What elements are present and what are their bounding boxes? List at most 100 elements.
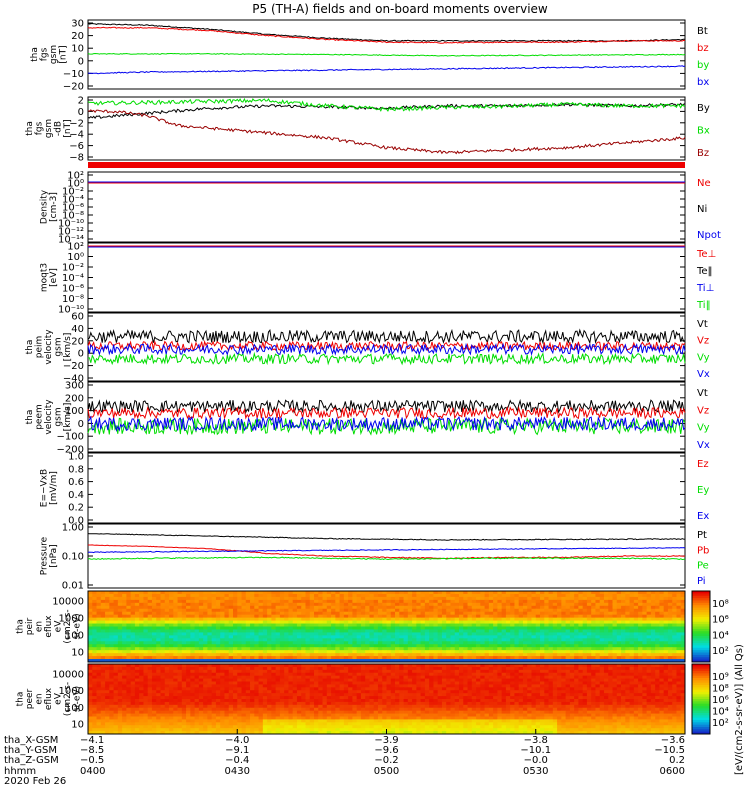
heatmap-cell: [105, 626, 110, 630]
heatmap-cell: [424, 614, 430, 619]
heatmap-cell: [173, 666, 178, 671]
heatmap-cell: [147, 629, 153, 633]
heatmap-cell: [488, 647, 494, 651]
heatmap-cell: [450, 608, 456, 613]
heatmap-cell: [314, 641, 319, 645]
heatmap-cell: [527, 602, 532, 607]
heatmap-cell: [250, 632, 255, 636]
heatmap-cell: [173, 626, 178, 630]
heatmap-cell: [241, 669, 247, 674]
heatmap-cell: [540, 620, 545, 624]
heatmap-cell: [510, 620, 515, 624]
heatmap-cell: [633, 599, 639, 604]
heatmap-cell: [616, 591, 622, 595]
heatmap-cell: [288, 638, 294, 642]
heatmap-cell: [198, 653, 204, 657]
heatmap-cell: [360, 620, 366, 624]
heatmap-cell: [446, 608, 451, 613]
heatmap-cell: [139, 641, 144, 645]
heatmap-cell: [284, 632, 289, 636]
heatmap-cell: [377, 635, 383, 639]
heatmap-cell: [527, 629, 532, 633]
heatmap-cell: [616, 623, 622, 627]
heatmap-cell: [130, 623, 136, 627]
heatmap-cell: [177, 614, 183, 619]
series-Vt: [87, 398, 686, 414]
heatmap-cell: [433, 666, 439, 671]
heatmap-cell: [437, 664, 443, 668]
heatmap-cell: [488, 623, 494, 627]
heatmap-cell: [608, 626, 613, 630]
heatmap-cell: [331, 644, 336, 648]
heatmap-cell: [429, 656, 434, 660]
heatmap-cell: [134, 644, 140, 648]
heatmap-cell: [156, 608, 161, 613]
heatmap-cell: [232, 617, 238, 621]
heatmap-cell: [454, 602, 460, 607]
heatmap-cell: [301, 632, 306, 636]
heatmap-cell: [420, 644, 426, 648]
heatmap-cell: [117, 611, 123, 616]
heatmap-cell: [403, 602, 409, 607]
heatmap-cell: [288, 647, 294, 651]
heatmap-cell: [544, 650, 549, 654]
heatmap-cell: [241, 653, 247, 657]
heatmap-cell: [540, 659, 545, 663]
heatmap-cell: [446, 641, 451, 645]
heatmap-cell: [608, 605, 613, 610]
heatmap-cell: [267, 678, 272, 682]
heatmap-cell: [390, 650, 396, 654]
heatmap-cell: [437, 611, 443, 616]
heatmap-cell: [113, 605, 119, 610]
heatmap-cell: [484, 687, 490, 691]
heatmap-cell: [642, 678, 648, 682]
heatmap-cell: [373, 675, 379, 679]
heatmap-cell: [284, 659, 289, 663]
heatmap-cell: [437, 669, 443, 674]
heatmap-cell: [377, 611, 383, 616]
heatmap-cell: [548, 611, 554, 616]
heatmap-cell: [471, 672, 477, 677]
heatmap-cell: [429, 659, 434, 663]
heatmap-cell: [139, 653, 144, 657]
heatmap-cell: [544, 681, 549, 685]
heatmap-cell: [207, 687, 213, 691]
heatmap-cell: [215, 614, 221, 619]
heatmap-cell: [228, 690, 234, 694]
heatmap-cell: [105, 623, 110, 627]
heatmap-cell: [484, 675, 490, 679]
heatmap-cell: [655, 687, 660, 691]
heatmap-cell: [267, 684, 272, 688]
heatmap-cell: [254, 620, 259, 624]
heatmap-cell: [348, 666, 353, 671]
heatmap-cell: [638, 626, 643, 630]
heatmap-cell: [621, 611, 626, 616]
heatmap-cell: [92, 647, 97, 651]
heatmap-cell: [633, 620, 639, 624]
heatmap-cell: [578, 669, 584, 674]
heatmap-cell: [339, 608, 345, 613]
heatmap-cell: [629, 632, 635, 636]
heatmap-cell: [416, 644, 422, 648]
heatmap-cell: [241, 672, 247, 677]
heatmap-cell: [373, 681, 379, 685]
heatmap-cell: [309, 635, 315, 639]
heatmap-cell: [582, 632, 588, 636]
heatmap-cell: [599, 664, 605, 668]
heatmap-cell: [271, 644, 277, 648]
heatmap-cell: [535, 687, 541, 691]
heatmap-cell: [258, 650, 264, 654]
heatmap-cell: [271, 656, 277, 660]
heatmap-cell: [241, 626, 247, 630]
heatmap-cell: [343, 629, 349, 633]
heatmap-cell: [207, 599, 213, 604]
heatmap-cell: [518, 611, 524, 616]
heatmap-cell: [198, 678, 204, 682]
heatmap-cell: [194, 596, 200, 601]
heatmap-cell: [650, 638, 656, 642]
heatmap-cell: [646, 629, 652, 633]
heatmap-cell: [181, 614, 187, 619]
heatmap-cell: [203, 632, 208, 636]
heatmap-cell: [522, 605, 528, 610]
heatmap-cell: [339, 617, 345, 621]
